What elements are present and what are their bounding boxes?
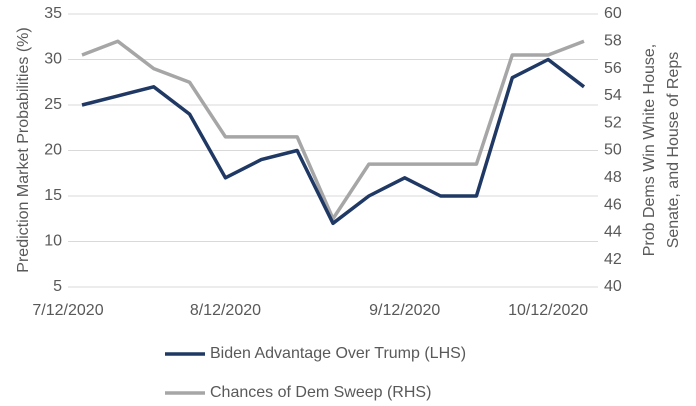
legend-label: Biden Advantage Over Trump (LHS) [210,345,466,362]
x-tick-label: 9/12/2020 [369,302,440,319]
y-tick-label: 10 [44,233,62,250]
x-tick-label: 10/12/2020 [508,302,588,319]
y2-axis-title: Prob Dems Win White House, [641,44,658,257]
y-tick-label: 5 [53,278,62,295]
series-line [81,39,585,221]
y2-tick-label: 58 [604,33,622,50]
y2-tick-label: 54 [604,87,622,104]
y2-tick-label: 46 [604,196,622,213]
y2-tick-label: 52 [604,114,622,131]
y-tick-label: 20 [44,142,62,159]
y2-tick-label: 40 [604,278,622,295]
y-tick-label: 15 [44,187,62,204]
legend-label: Chances of Dem Sweep (RHS) [210,384,431,401]
series-line [81,57,586,226]
y2-tick-label: 48 [604,169,622,186]
x-tick-label: 8/12/2020 [190,302,261,319]
y2-tick-label: 60 [604,5,622,22]
y2-tick-label: 56 [604,60,622,77]
x-tick-label: 7/12/2020 [32,302,103,319]
y2-tick-label: 42 [604,251,622,268]
y-tick-label: 35 [44,5,62,22]
y2-axis-title: Senate, and House of Reps [665,52,682,249]
y-axis-title: Prediction Market Probabilities (%) [15,27,32,272]
y2-tick-label: 50 [604,142,622,159]
y2-tick-label: 44 [604,224,622,241]
y-tick-label: 30 [44,51,62,68]
y-tick-label: 25 [44,96,62,113]
